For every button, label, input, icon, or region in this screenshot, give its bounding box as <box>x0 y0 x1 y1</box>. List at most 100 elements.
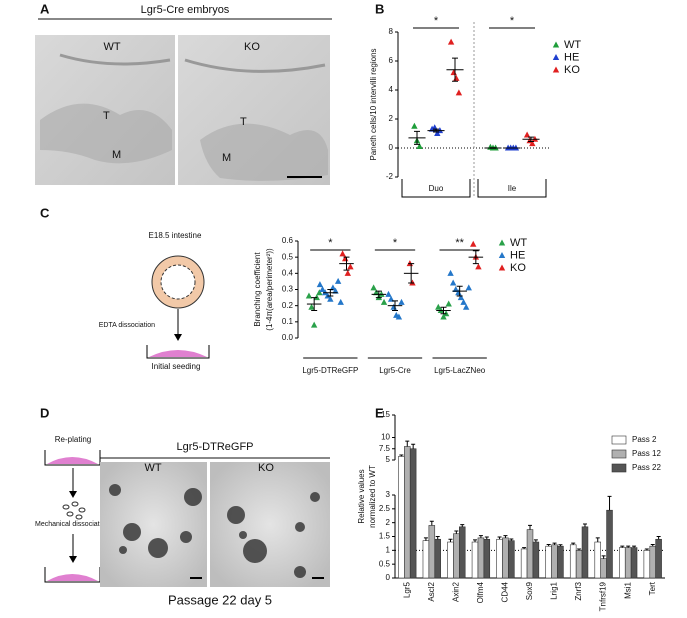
error-bar <box>601 555 606 559</box>
y-axis-label: Relative values <box>357 469 366 523</box>
bar <box>643 550 651 579</box>
x-tick-label: Msi1 <box>623 581 632 598</box>
error-bar <box>478 535 483 538</box>
bar <box>532 541 540 579</box>
x-tick-label: Duo <box>429 184 444 193</box>
data-point <box>339 250 346 257</box>
data-point <box>462 303 470 310</box>
legend-label: Pass 22 <box>632 463 661 472</box>
image-label: KO <box>258 462 274 474</box>
y-tick-label: 1.5 <box>379 532 391 541</box>
data-point <box>452 286 459 292</box>
y-tick-label: 5 <box>386 455 391 464</box>
data-point <box>390 303 397 310</box>
bar <box>545 545 552 579</box>
x-tick-label: Lrig1 <box>550 581 559 599</box>
error-bar <box>528 524 532 530</box>
error-bar <box>528 136 534 142</box>
data-point <box>308 303 315 310</box>
data-point <box>316 289 323 296</box>
x-tick-label: CD44 <box>501 581 510 602</box>
error-bar <box>546 544 551 547</box>
legend-swatch <box>611 463 627 473</box>
diagram-title: E18.5 intestine <box>149 231 202 240</box>
x-tick-label: Lgr5-LacZNeo <box>434 366 486 375</box>
tissue <box>59 53 171 66</box>
y-tick-label: 2 <box>389 114 394 123</box>
error-bar <box>343 256 350 271</box>
error-bar <box>472 250 479 265</box>
legend-label: KO <box>564 64 580 76</box>
x-tick-label: Olfm4 <box>476 581 485 603</box>
bar <box>526 529 534 579</box>
significance-label: * <box>393 237 398 249</box>
structure-label: M <box>222 152 231 164</box>
bar <box>434 538 441 579</box>
error-bar <box>408 263 415 284</box>
legend-swatch <box>552 66 560 73</box>
micrograph <box>100 462 207 587</box>
error-bar <box>650 544 655 547</box>
data-point <box>385 290 392 297</box>
x-tick-label: Lgr5 <box>402 581 411 598</box>
arrow-head <box>174 334 182 341</box>
y-tick-label: 0.0 <box>282 333 294 342</box>
error-bar <box>595 537 600 543</box>
data-point <box>344 269 351 276</box>
data-point <box>470 240 477 247</box>
step-label: Re-plating <box>55 435 91 444</box>
error-bar <box>429 520 434 526</box>
bar <box>508 540 515 579</box>
panel-title: Lgr5-DTReGFP <box>176 441 253 453</box>
y-tick-label: 0.4 <box>282 268 294 277</box>
data-point <box>449 279 457 286</box>
data-point <box>529 140 536 147</box>
error-bar <box>423 537 428 541</box>
data-point <box>310 321 318 328</box>
legend-swatch <box>498 264 506 271</box>
category-box <box>477 179 547 198</box>
caption: Passage 22 day 5 <box>168 592 272 607</box>
bar <box>477 537 485 579</box>
error-bar <box>656 536 661 540</box>
error-bar <box>456 285 463 297</box>
bar <box>619 547 626 579</box>
y-tick-label: 4 <box>389 85 394 94</box>
legend-swatch <box>552 41 560 48</box>
legend-swatch <box>498 239 506 246</box>
y-axis-label: Paneth cells/10 intervilli regions <box>369 48 378 160</box>
image-label: WT <box>144 462 161 474</box>
legend-label: WT <box>510 237 527 249</box>
arrow-head <box>69 491 77 498</box>
x-tick-label: Ascl2 <box>427 581 436 601</box>
data-point <box>455 89 463 96</box>
bar <box>471 541 479 579</box>
data-point <box>416 143 423 150</box>
error-bar <box>626 545 631 548</box>
y-tick-label: 1 <box>386 545 391 554</box>
data-point <box>435 303 442 310</box>
error-bar <box>644 548 649 551</box>
error-bar <box>433 128 439 133</box>
legend-label: Pass 12 <box>632 449 661 458</box>
y-tick-label: 2.5 <box>379 504 391 513</box>
cells <box>47 574 98 581</box>
data-point <box>523 131 531 138</box>
error-bar <box>490 147 496 149</box>
error-bar <box>440 306 447 315</box>
bar <box>606 509 613 579</box>
x-tick-label: Znrf3 <box>574 581 583 600</box>
error-bar <box>399 454 404 457</box>
error-bar <box>582 523 587 527</box>
error-bar <box>552 542 557 545</box>
panel-label: D <box>40 405 49 420</box>
panel-label: C <box>40 205 50 220</box>
y-tick-label: -2 <box>386 172 394 181</box>
error-bar <box>577 548 582 551</box>
data-point <box>327 295 334 302</box>
step-label: Mechanical dissociation <box>35 521 109 528</box>
category-box <box>401 179 471 198</box>
x-tick-label: Lgr5-DTReGFP <box>302 366 358 375</box>
bar <box>404 446 411 579</box>
